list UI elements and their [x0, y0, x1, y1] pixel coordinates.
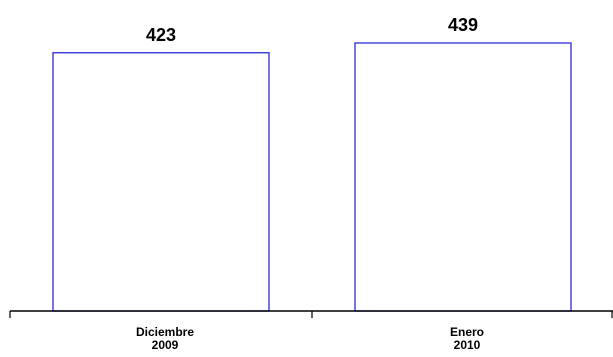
bars-layer [52, 42, 572, 312]
x-tick-label-0-0: Diciembre [136, 325, 194, 339]
x-tick-label-1-1: 2010 [454, 338, 481, 352]
data-label-1: 439 [448, 15, 478, 35]
x-tick-label-0-1: 2009 [152, 338, 179, 352]
x-axis [9, 310, 613, 318]
x-tick-label-1-0: Enero [450, 325, 484, 339]
bar-0 [52, 52, 270, 312]
bar-1 [354, 42, 572, 312]
data-label-0: 423 [146, 25, 176, 45]
data-labels-layer: 423 439 [146, 15, 478, 45]
